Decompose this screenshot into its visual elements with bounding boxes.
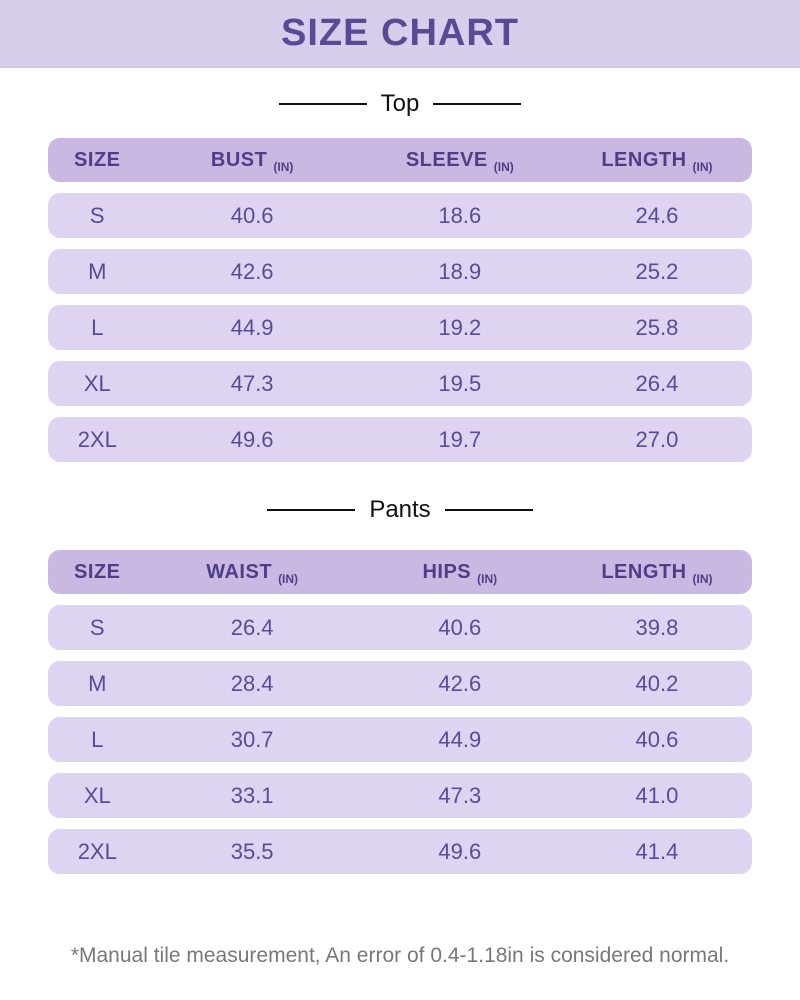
section-label-top: Top <box>380 90 420 117</box>
header-cell: LENGTH (IN) <box>601 560 713 587</box>
table-cell: 26.4 <box>230 614 274 640</box>
table-cell: 18.9 <box>438 258 482 284</box>
footnote: *Manual tile measurement, An error of 0.… <box>70 944 730 967</box>
table-cell: 19.5 <box>438 370 482 396</box>
header-cell: SLEEVE (IN) <box>405 148 514 175</box>
table-cell: 41.4 <box>635 838 679 864</box>
divider-line <box>267 509 356 511</box>
table-cell: 19.7 <box>438 426 482 452</box>
table-cell: 2XL <box>77 426 117 452</box>
table-cell: 49.6 <box>230 426 274 452</box>
table-cell: 27.0 <box>635 426 679 452</box>
top-size-table: SIZE BUST (IN) SLEEVE (IN) LENGTH (IN) S 40.6 18.… <box>48 138 752 462</box>
table-row: 2XL 49.6 19.7 27.0 <box>48 417 752 462</box>
header-cell: SIZE <box>74 560 121 583</box>
page-title: SIZE CHART <box>281 11 519 54</box>
divider-line <box>433 103 522 105</box>
table-cell: S <box>89 202 105 228</box>
table-row: M 28.4 42.6 40.2 <box>48 661 752 706</box>
header-cell: WAIST (IN) <box>206 560 299 587</box>
table-cell: 44.9 <box>230 314 274 340</box>
table-row: XL 47.3 19.5 26.4 <box>48 361 752 406</box>
table-cell: 28.4 <box>230 670 274 696</box>
table-cell: 40.6 <box>635 726 679 752</box>
table-cell: 39.8 <box>635 614 679 640</box>
table-cell: 47.3 <box>438 782 482 808</box>
table-header-row: SIZE BUST (IN) SLEEVE (IN) LENGTH (IN) <box>48 138 752 182</box>
table-row: S 40.6 18.6 24.6 <box>48 193 752 238</box>
table-cell: M <box>88 670 107 696</box>
header-cell: BUST (IN) <box>210 148 294 175</box>
table-cell: 40.6 <box>438 614 482 640</box>
section-divider-pants: Pants <box>0 495 800 525</box>
table-row: L 44.9 19.2 25.8 <box>48 305 752 350</box>
table-cell: S <box>89 614 105 640</box>
table-cell: L <box>91 726 104 752</box>
table-cell: L <box>91 314 104 340</box>
table-row: S 26.4 40.6 39.8 <box>48 605 752 650</box>
divider-line <box>444 509 533 511</box>
table-row: 2XL 35.5 49.6 41.4 <box>48 829 752 874</box>
divider-line <box>278 103 367 105</box>
table-row: L 30.7 44.9 40.6 <box>48 717 752 762</box>
table-cell: 30.7 <box>230 726 274 752</box>
table-cell: 19.2 <box>438 314 482 340</box>
table-cell: 40.6 <box>230 202 274 228</box>
table-cell: XL <box>83 370 111 396</box>
table-cell: 18.6 <box>438 202 482 228</box>
pants-size-table: SIZE WAIST (IN) HIPS (IN) LENGTH (IN) S 26.4 40.6… <box>48 550 752 874</box>
table-cell: 26.4 <box>635 370 679 396</box>
header-cell: HIPS (IN) <box>422 560 498 587</box>
table-cell: 24.6 <box>635 202 679 228</box>
table-cell: 42.6 <box>438 670 482 696</box>
table-row: M 42.6 18.9 25.2 <box>48 249 752 294</box>
table-header-row: SIZE WAIST (IN) HIPS (IN) LENGTH (IN) <box>48 550 752 594</box>
table-cell: 25.2 <box>635 258 679 284</box>
table-cell: 35.5 <box>230 838 274 864</box>
table-row: XL 33.1 47.3 41.0 <box>48 773 752 818</box>
section-label-pants: Pants <box>369 496 431 523</box>
table-cell: 47.3 <box>230 370 274 396</box>
table-cell: 2XL <box>77 838 117 864</box>
table-cell: 42.6 <box>230 258 274 284</box>
table-cell: 25.8 <box>635 314 679 340</box>
table-cell: 41.0 <box>635 782 679 808</box>
table-cell: XL <box>83 782 111 808</box>
header-cell: LENGTH (IN) <box>601 148 713 175</box>
table-cell: 33.1 <box>230 782 274 808</box>
header-cell: SIZE <box>74 148 121 171</box>
table-cell: M <box>88 258 107 284</box>
table-cell: 49.6 <box>438 838 482 864</box>
table-cell: 40.2 <box>635 670 679 696</box>
size-chart-banner: SIZE CHART <box>0 0 800 68</box>
section-divider-top: Top <box>0 89 800 119</box>
table-cell: 44.9 <box>438 726 482 752</box>
